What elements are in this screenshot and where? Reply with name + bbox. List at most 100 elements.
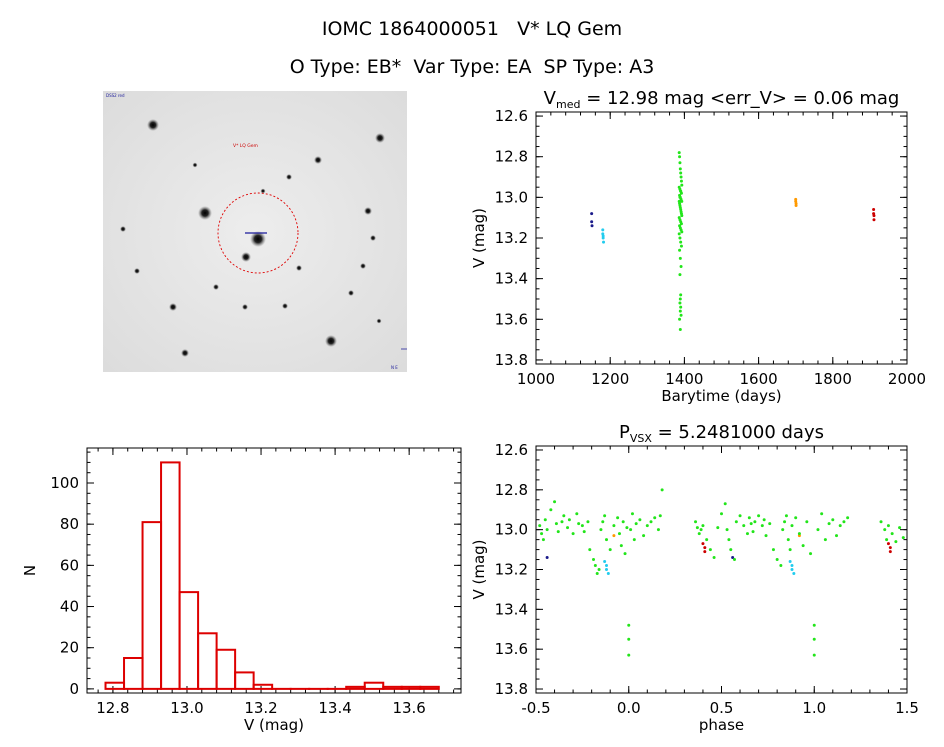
data-point [679, 240, 683, 244]
y-tick-label: 13.6 [495, 640, 528, 658]
x-tick-label: 13.0 [170, 699, 203, 717]
data-point [831, 518, 835, 522]
x-tick-label: 1800 [814, 370, 852, 388]
data-point [543, 518, 547, 522]
y-tick-label: 100 [50, 474, 79, 492]
data-point [627, 623, 631, 627]
data-point [898, 526, 902, 530]
data-point [629, 528, 633, 532]
panel-title: Vmed = 12.98 mag <err_V> = 0.06 mag [544, 88, 900, 111]
histogram-bar [160, 461, 181, 690]
x-tick-label: 12.8 [96, 699, 129, 717]
data-point [764, 534, 768, 538]
data-point [747, 516, 751, 520]
data-point [586, 520, 590, 524]
star-dot [198, 206, 212, 220]
data-point [678, 317, 682, 321]
data-point [541, 538, 545, 542]
plot-frame [86, 447, 462, 694]
data-point [590, 224, 594, 228]
y-axis-label: V (mag) [470, 208, 488, 268]
histogram-panel: 12.8 13.0 13.2 13.4 13.6 0 20 40 60 80 100 V (mag) N [21, 447, 462, 734]
y-tick-label: 12.6 [495, 107, 528, 125]
data-point [885, 538, 889, 542]
data-point [790, 564, 794, 568]
data-point [590, 212, 594, 216]
data-point [794, 203, 798, 207]
chart-subtitle: O Type: EB* Var Type: EA SP Type: A3 [289, 56, 655, 78]
data-point [642, 534, 646, 538]
chart-title: IOMC 1864000051 V* LQ Gem [321, 18, 623, 40]
data-point [749, 522, 753, 526]
data-point [679, 175, 683, 179]
data-point [592, 558, 596, 562]
star-dot [375, 133, 385, 143]
data-point [540, 532, 544, 536]
star-dot [370, 235, 376, 241]
data-point [599, 528, 603, 532]
data-point [678, 273, 682, 277]
data-point [797, 532, 801, 536]
data-point [779, 564, 783, 568]
star-dot [213, 284, 219, 290]
data-point [677, 232, 681, 236]
data-point [697, 532, 701, 536]
data-point [658, 514, 662, 518]
data-point [678, 236, 682, 240]
data-point [597, 568, 601, 571]
data-point [835, 534, 839, 538]
data-point [729, 548, 733, 552]
histogram-bar [197, 632, 218, 690]
data-point [879, 520, 883, 524]
data-point [790, 524, 794, 528]
data-point [601, 520, 605, 524]
data-point [679, 189, 683, 193]
data-point [562, 514, 566, 518]
data-point [545, 556, 549, 560]
compass-label: N E [391, 365, 398, 370]
compass-icon [401, 348, 407, 350]
plot-frame [535, 445, 908, 694]
data-point [783, 520, 787, 524]
x-tick-label: 1200 [591, 370, 629, 388]
histogram-bar [419, 685, 440, 690]
star-dot [250, 231, 266, 247]
data-point [678, 248, 682, 252]
histogram-bar [141, 521, 163, 690]
data-point [705, 538, 709, 542]
data-point [606, 571, 610, 575]
target-label: V* LQ Gem [233, 143, 258, 149]
data-point [701, 542, 705, 546]
data-point [812, 623, 816, 627]
data-point [678, 155, 682, 159]
data-point [619, 544, 623, 548]
data-point [784, 514, 788, 518]
x-tick-label: 0.0 [617, 699, 641, 717]
data-point [760, 524, 764, 528]
data-point [612, 534, 616, 538]
x-axis-label: V (mag) [244, 716, 304, 734]
data-point [701, 524, 705, 528]
data-point [604, 564, 608, 568]
data-point [678, 161, 682, 165]
x-tick-label: 2000 [888, 370, 926, 388]
data-point [872, 218, 876, 222]
data-point [601, 236, 605, 240]
y-axis-label: N [21, 565, 39, 576]
data-point [842, 520, 846, 524]
data-point [768, 522, 772, 526]
data-point [801, 544, 805, 548]
histogram-bar [178, 591, 200, 690]
histogram-bar [382, 685, 403, 690]
star-dot [147, 119, 159, 131]
data-point [632, 538, 636, 542]
data-point [625, 526, 629, 530]
data-point [678, 301, 682, 305]
y-tick-label: 40 [60, 598, 79, 616]
star-dot [282, 303, 288, 309]
data-point [567, 518, 571, 522]
y-tick-label: 13.8 [495, 351, 528, 369]
aperture-circle [217, 192, 299, 274]
data-point [538, 524, 542, 528]
data-point [627, 637, 631, 641]
